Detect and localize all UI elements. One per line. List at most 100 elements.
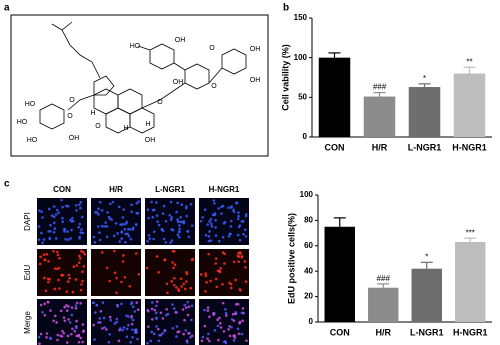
significance: ### [377,274,391,283]
y-tick-label: 0 [303,132,308,141]
cell [109,318,113,322]
bar [411,268,442,322]
cell [164,219,168,223]
cell [69,237,72,240]
cell [79,231,83,235]
cell [229,232,232,236]
bar [453,73,486,137]
cell [185,280,188,283]
cell [245,339,248,342]
cell [113,249,116,253]
cell [97,207,100,211]
cell [37,335,41,339]
cell [79,257,82,260]
micrographs: CON H/R L-NGR1 H-NGR1 DAPI EdU Merge [23,185,249,345]
cell [204,233,208,237]
cell [204,274,208,278]
cell [60,198,63,202]
cell [66,334,70,338]
cell [124,240,127,244]
cell [129,228,132,231]
cell [67,318,70,321]
cell [131,335,134,339]
cell [62,316,66,319]
cell [96,321,100,324]
cell [170,280,174,283]
cell [213,202,216,205]
cell [212,199,216,202]
cell [191,224,194,227]
cell [244,235,248,238]
cell [204,290,207,293]
cell [184,329,187,332]
cell [129,340,133,344]
cell [237,260,240,263]
cell [151,318,154,321]
cell [147,233,151,237]
cell [83,252,87,256]
cell [166,291,169,295]
cell [68,276,71,280]
cell [79,288,83,292]
cell [125,314,128,317]
x-tick-label: H/R [372,142,388,152]
cell [178,230,181,234]
cell [58,287,61,290]
cell [189,336,192,339]
cell [155,201,158,204]
cell [68,321,72,324]
cell [146,239,149,243]
cell [234,302,238,306]
cell [219,326,223,329]
cell [206,309,210,312]
cell [134,223,138,226]
cell [207,252,210,256]
cell [186,300,189,304]
cell [65,341,69,344]
cell [173,307,176,310]
cell [54,213,58,216]
cell [209,218,213,221]
cell [179,220,182,224]
cell [239,252,242,256]
cell [230,325,233,329]
cell [129,237,133,241]
cell [170,239,174,242]
cell [227,327,230,331]
cell [228,334,232,338]
cell [216,318,219,322]
cell [244,280,248,283]
cell [215,285,219,289]
micrograph [145,299,195,345]
cell [150,307,154,311]
cell [56,208,59,212]
cell [211,213,215,217]
cell [185,205,188,208]
cell [184,306,188,309]
cell [133,331,137,334]
atom-label: O [95,123,101,130]
cell [103,225,107,228]
cell [105,328,108,331]
cell [52,205,56,208]
y-tick-label: 100 [294,53,308,62]
cell [237,211,240,214]
cell [42,238,46,241]
cell [176,201,179,205]
row-label: Merge [23,311,32,334]
cell [223,262,226,265]
cell [161,317,165,320]
cell [151,208,155,212]
cell [232,339,236,342]
cell [187,235,191,239]
cell [41,310,44,314]
cell [56,338,59,342]
cell [57,278,60,282]
cell [70,220,74,223]
cell [182,332,185,336]
cell [45,336,48,339]
cell [229,219,233,223]
cell [145,266,149,270]
cell [70,228,73,232]
